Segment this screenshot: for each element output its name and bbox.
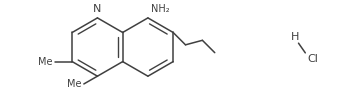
Text: NH₂: NH₂ [151, 4, 170, 14]
Text: Cl: Cl [307, 54, 318, 64]
Text: Me: Me [38, 57, 53, 67]
Text: Me: Me [67, 79, 82, 89]
Text: N: N [93, 4, 102, 14]
Text: H: H [291, 32, 299, 42]
